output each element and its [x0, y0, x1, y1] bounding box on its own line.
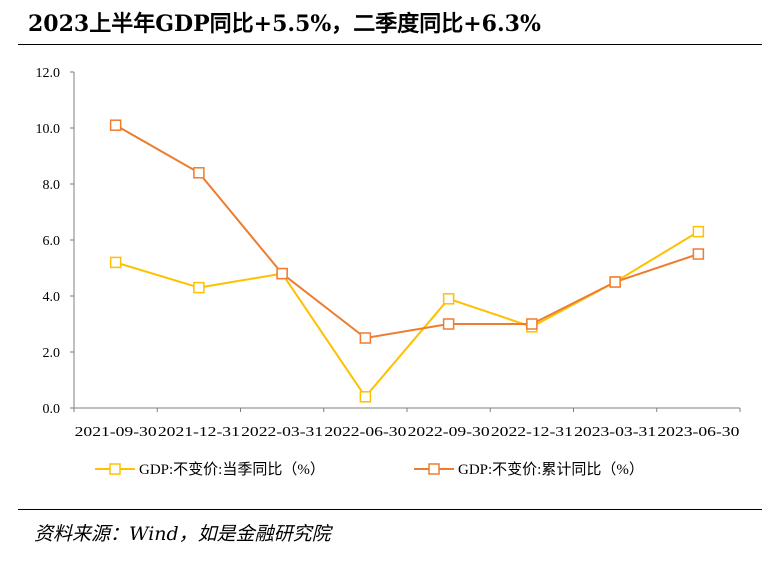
x-axis-tick-labels: 2021-09-30 2021-12-31 2022-03-31 2022-06-30…	[75, 425, 740, 440]
data-point-marker	[526, 318, 538, 330]
data-point-marker	[442, 318, 455, 330]
title-divider	[18, 44, 762, 45]
chart-title: 2023上半年GDP同比+5.5%，二季度同比+6.3%	[28, 11, 541, 37]
data-point-marker	[109, 119, 122, 131]
source-note: 资料来源：Wind，如是金融研究院	[34, 523, 331, 545]
x-tick-label: 2022-09-30	[408, 425, 490, 440]
legend-marker-1	[109, 463, 121, 475]
data-point-marker	[609, 276, 621, 288]
series-line-2	[115, 124, 699, 339]
y-tick-label: 12.0	[36, 66, 61, 81]
x-tick-label: 2021-09-30	[75, 425, 157, 440]
data-point-marker	[276, 267, 288, 280]
data-point-marker	[193, 167, 205, 179]
series-line-1	[115, 230, 699, 398]
x-tick-label: 2023-03-31	[574, 425, 656, 440]
x-tick-label: 2023-06-30	[657, 425, 739, 440]
legend-label-2: GDP:不变价:累计同比（%）	[458, 461, 644, 478]
x-tick-label: 2022-12-31	[491, 425, 573, 440]
data-point-marker	[193, 281, 205, 294]
y-tick-label: 10.0	[36, 122, 61, 137]
chart-axes	[70, 71, 741, 412]
legend-label-1: GDP:不变价:当季同比（%）	[139, 461, 325, 478]
data-point-marker	[692, 225, 705, 238]
footer-divider	[18, 509, 762, 510]
data-point-marker	[109, 256, 122, 269]
y-axis-tick-labels: 0.0 2.0 4.0 6.0 8.0 10.0 12.0	[36, 66, 61, 417]
data-point-marker	[692, 248, 705, 260]
x-tick-label: 2022-06-30	[324, 425, 406, 440]
legend: GDP:不变价:当季同比（%） GDP:不变价:累计同比（%）	[95, 461, 644, 478]
y-tick-label: 8.0	[43, 178, 61, 193]
data-point-marker	[442, 293, 455, 305]
x-tick-label: 2022-03-31	[241, 425, 323, 440]
data-point-marker	[359, 391, 372, 403]
series-markers	[109, 119, 705, 403]
line-chart: 0.0 2.0 4.0 6.0 8.0 10.0 12.0 2021-09-30 2021-1…	[36, 66, 741, 478]
y-tick-label: 2.0	[43, 346, 61, 361]
series-lines	[115, 124, 699, 398]
legend-marker-2	[428, 463, 440, 475]
x-tick-label: 2021-12-31	[158, 425, 240, 440]
y-tick-label: 0.0	[43, 402, 61, 417]
y-tick-label: 6.0	[43, 234, 61, 249]
y-tick-label: 4.0	[43, 290, 61, 305]
data-point-marker	[359, 332, 372, 344]
